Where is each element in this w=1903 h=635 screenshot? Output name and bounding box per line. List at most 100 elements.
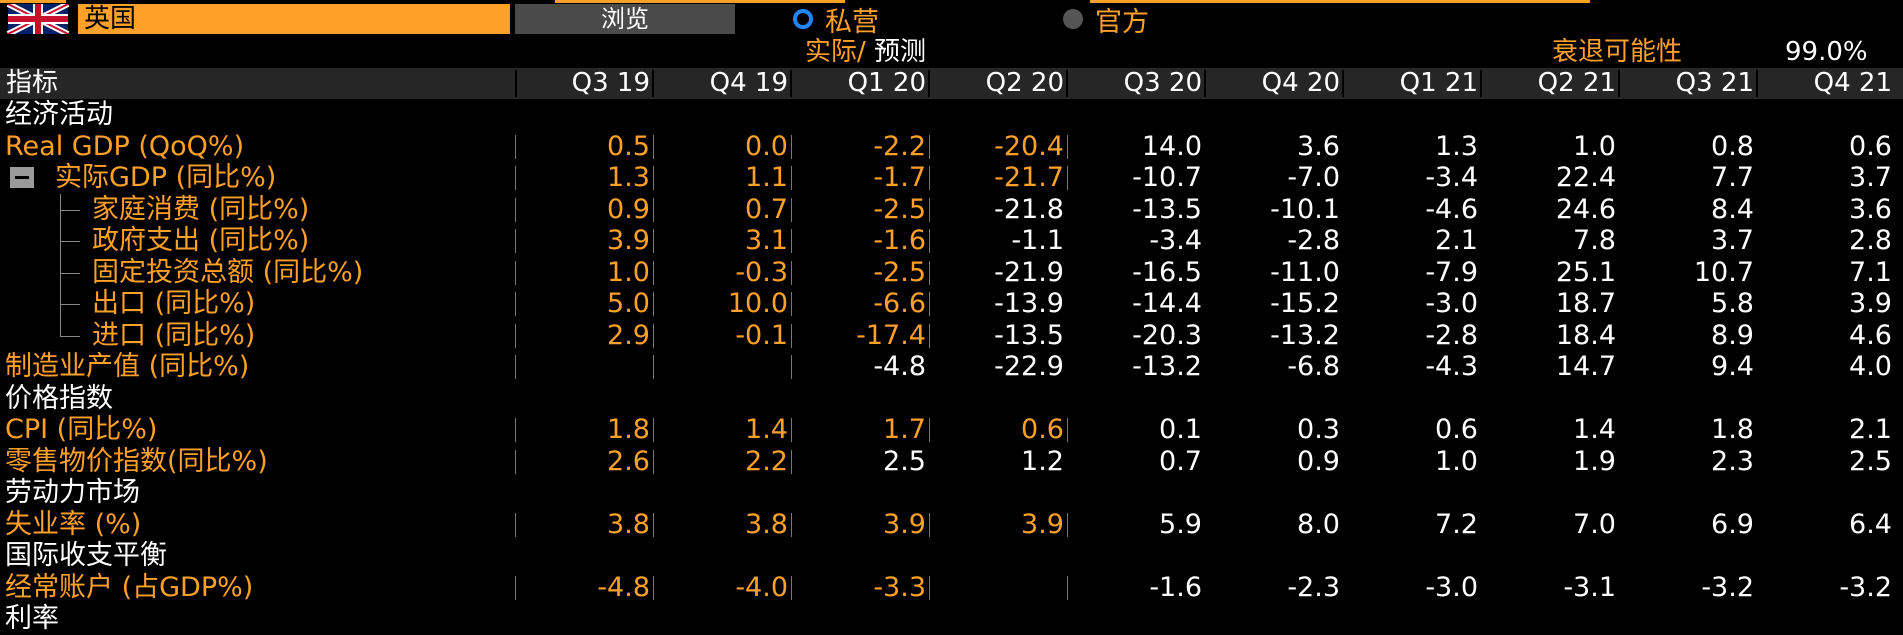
value-cell[interactable]: 5.9: [1159, 508, 1202, 540]
value-cell[interactable]: 2.1: [1435, 225, 1478, 256]
value-cell[interactable]: 1.0: [1435, 445, 1478, 477]
value-cell[interactable]: -3.4: [1149, 225, 1202, 256]
value-cell[interactable]: 0.3: [1297, 414, 1340, 445]
value-cell[interactable]: -16.5: [1132, 256, 1202, 288]
country-input[interactable]: 英国: [78, 4, 510, 34]
value-cell[interactable]: -1.6: [873, 225, 926, 256]
value-cell[interactable]: 8.9: [1711, 319, 1754, 351]
value-cell[interactable]: 14.7: [1555, 351, 1616, 382]
value-cell[interactable]: 6.9: [1711, 508, 1754, 540]
value-cell[interactable]: 7.0: [1573, 508, 1616, 540]
column-header-q4-20[interactable]: Q4 20: [1261, 68, 1340, 98]
value-cell[interactable]: -14.4: [1132, 288, 1202, 319]
value-cell[interactable]: 3.1: [745, 225, 788, 256]
value-cell[interactable]: 0.7: [1159, 445, 1202, 477]
value-cell[interactable]: 22.4: [1555, 162, 1616, 193]
value-cell[interactable]: -13.2: [1132, 351, 1202, 382]
value-cell[interactable]: -13.2: [1270, 319, 1340, 351]
value-cell[interactable]: -1.6: [1149, 571, 1202, 603]
column-header-q4-19[interactable]: Q4 19: [709, 68, 788, 98]
value-cell[interactable]: 3.9: [883, 508, 926, 540]
value-cell[interactable]: -13.5: [1132, 193, 1202, 225]
value-cell[interactable]: 7.8: [1573, 225, 1616, 256]
value-cell[interactable]: 10.0: [727, 288, 788, 319]
value-cell[interactable]: -10.1: [1270, 193, 1340, 225]
value-cell[interactable]: 3.9: [1021, 508, 1064, 540]
value-cell[interactable]: -3.3: [873, 571, 926, 603]
value-cell[interactable]: -20.3: [1132, 319, 1202, 351]
table-row[interactable]: 实际GDP (同比%) 1.3 1.1 -1.7 -21.7 -10.7 -7.0 -3.4 2…: [0, 162, 1903, 194]
value-cell[interactable]: -20.4: [994, 130, 1064, 162]
value-cell[interactable]: -3.2: [1701, 571, 1754, 603]
collapse-minus-icon[interactable]: [10, 167, 34, 188]
radio-official[interactable]: 官方: [1063, 4, 1149, 38]
table-row[interactable]: 政府支出 (同比%) 3.9 3.1 -1.6 -1.1 -3.4 -2.8 2.1 7.8 3.…: [0, 225, 1903, 257]
value-cell[interactable]: 4.6: [1849, 319, 1892, 351]
value-cell[interactable]: 6.4: [1849, 508, 1892, 540]
indicator-column-header[interactable]: 指标: [6, 68, 59, 98]
value-cell[interactable]: -2.8: [1287, 225, 1340, 256]
value-cell[interactable]: -2.8: [1425, 319, 1478, 351]
value-cell[interactable]: 0.7: [745, 193, 788, 225]
value-cell[interactable]: 1.9: [1573, 445, 1616, 477]
table-row[interactable]: 家庭消费 (同比%) 0.9 0.7 -2.5 -21.8 -13.5 -10.1 -4.6 2…: [0, 193, 1903, 225]
value-cell[interactable]: -13.9: [994, 288, 1064, 319]
value-cell[interactable]: 18.7: [1555, 288, 1616, 319]
value-cell[interactable]: -21.7: [994, 162, 1064, 193]
value-cell[interactable]: 2.3: [1711, 445, 1754, 477]
value-cell[interactable]: 1.4: [745, 414, 788, 445]
value-cell[interactable]: 2.6: [607, 445, 650, 477]
value-cell[interactable]: 18.4: [1555, 319, 1616, 351]
value-cell[interactable]: -17.4: [856, 319, 926, 351]
value-cell[interactable]: 0.0: [745, 130, 788, 162]
value-cell[interactable]: -6.6: [873, 288, 926, 319]
value-cell[interactable]: 1.8: [1711, 414, 1754, 445]
value-cell[interactable]: 3.6: [1297, 130, 1340, 162]
value-cell[interactable]: 2.1: [1849, 414, 1892, 445]
value-cell[interactable]: 2.2: [745, 445, 788, 477]
value-cell[interactable]: -7.9: [1425, 256, 1478, 288]
value-cell[interactable]: -0.3: [735, 256, 788, 288]
browse-button[interactable]: 浏览: [515, 4, 735, 34]
value-cell[interactable]: 1.0: [607, 256, 650, 288]
value-cell[interactable]: 1.3: [1435, 130, 1478, 162]
value-cell[interactable]: -3.1: [1563, 571, 1616, 603]
column-header-q3-20[interactable]: Q3 20: [1123, 68, 1202, 98]
value-cell[interactable]: 8.4: [1711, 193, 1754, 225]
value-cell[interactable]: 8.0: [1297, 508, 1340, 540]
value-cell[interactable]: 25.1: [1555, 256, 1616, 288]
column-header-q3-21[interactable]: Q3 21: [1675, 68, 1754, 98]
value-cell[interactable]: 1.2: [1021, 445, 1064, 477]
value-cell[interactable]: -4.0: [735, 571, 788, 603]
value-cell[interactable]: -2.5: [873, 193, 926, 225]
value-cell[interactable]: -7.0: [1287, 162, 1340, 193]
value-cell[interactable]: -4.6: [1425, 193, 1478, 225]
value-cell[interactable]: -11.0: [1270, 256, 1340, 288]
value-cell[interactable]: 3.9: [607, 225, 650, 256]
value-cell[interactable]: 0.5: [607, 130, 650, 162]
table-row[interactable]: CPI (同比%) 1.8 1.4 1.7 0.6 0.1 0.3 0.6 1.4 1.8 2.1: [0, 414, 1903, 446]
column-header-q1-20[interactable]: Q1 20: [847, 68, 926, 98]
value-cell[interactable]: -10.7: [1132, 162, 1202, 193]
column-header-q2-21[interactable]: Q2 21: [1537, 68, 1616, 98]
value-cell[interactable]: 0.6: [1435, 414, 1478, 445]
value-cell[interactable]: 1.7: [883, 414, 926, 445]
column-header-q2-20[interactable]: Q2 20: [985, 68, 1064, 98]
column-header-q4-21[interactable]: Q4 21: [1813, 68, 1892, 98]
table-row[interactable]: 制造业产值 (同比%) -4.8 -22.9 -13.2 -6.8 -4.3 14.7 9.4…: [0, 351, 1903, 383]
value-cell[interactable]: 0.6: [1849, 130, 1892, 162]
value-cell[interactable]: 9.4: [1711, 351, 1754, 382]
radio-private[interactable]: 私营: [793, 4, 879, 38]
value-cell[interactable]: 0.6: [1021, 414, 1064, 445]
value-cell[interactable]: -0.1: [735, 319, 788, 351]
value-cell[interactable]: 3.9: [1849, 288, 1892, 319]
value-cell[interactable]: 7.2: [1435, 508, 1478, 540]
value-cell[interactable]: 3.7: [1849, 162, 1892, 193]
value-cell[interactable]: 2.8: [1849, 225, 1892, 256]
value-cell[interactable]: -6.8: [1287, 351, 1340, 382]
value-cell[interactable]: 3.8: [745, 508, 788, 540]
value-cell[interactable]: -3.2: [1839, 571, 1892, 603]
value-cell[interactable]: -3.0: [1425, 288, 1478, 319]
value-cell[interactable]: 7.1: [1849, 256, 1892, 288]
value-cell[interactable]: -22.9: [994, 351, 1064, 382]
